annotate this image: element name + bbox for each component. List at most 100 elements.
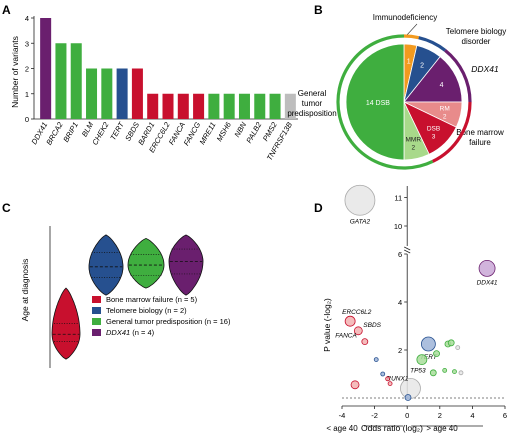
y-tick-label: 3: [25, 39, 29, 48]
scatter-point: [373, 357, 379, 363]
label-gtp-2: tumor: [302, 99, 323, 108]
label-telomere-2: disorder: [462, 37, 491, 46]
y-axis-label: P value (-log₂): [322, 298, 332, 352]
point-label: RUNX1: [386, 375, 408, 382]
y-tick-label: 4: [398, 298, 402, 307]
label-gtp-1: General: [298, 89, 327, 98]
label-ddx41: DDX41: [471, 64, 499, 74]
y-tick-label: 0: [25, 115, 29, 124]
y-tick-label: 2: [398, 346, 402, 355]
y-tick-label: 1: [25, 90, 29, 99]
outer-ring-segment: [444, 49, 472, 103]
donut-slice: [345, 43, 405, 161]
outer-ring-segment: [336, 34, 434, 170]
scatter-point: [385, 376, 391, 382]
donut-slice: [403, 56, 463, 103]
scatter-point: [458, 370, 464, 376]
panel-label-a: A: [2, 3, 11, 17]
donut-chart-panel-b: Immunodeficiency Telomere biology disord…: [287, 13, 506, 170]
bar: [40, 18, 52, 119]
legend-swatch: [92, 307, 101, 314]
legend-label: Bone marrow failure (n = 5): [106, 295, 198, 304]
point-label: GATA2: [350, 218, 371, 225]
legend-swatch: [92, 329, 101, 336]
x-tick-label: BRCA2: [44, 120, 65, 147]
scatter-point: [380, 371, 386, 377]
scatter-point: [455, 345, 461, 351]
axis-break-mark: [404, 249, 411, 254]
scatter-point: [361, 338, 369, 346]
annotation-under-40: < age 40: [326, 424, 358, 433]
scatter-point: [442, 367, 448, 373]
slice-label: RM: [440, 105, 450, 112]
point-label: SBDS: [363, 322, 381, 329]
x-tick-label: 4: [470, 411, 474, 420]
x-tick-label: 6: [503, 411, 507, 420]
bar: [177, 93, 189, 119]
point-label: ERCC6L2: [342, 309, 372, 316]
slice-label: 14 DSB: [366, 100, 390, 107]
legend-label: Telomere biology (n = 2): [106, 306, 187, 315]
point-label: FANCA: [335, 333, 357, 340]
label-bmf-2: failure: [469, 138, 491, 147]
label-telomere-1: Telomere biology: [446, 27, 506, 36]
scatter-point: [404, 394, 412, 401]
bar: [131, 68, 143, 119]
label-gtp-3: predisposition: [287, 109, 336, 118]
violin-body: [168, 234, 204, 296]
slice-label: DSB: [427, 126, 440, 133]
legend-swatch: [92, 318, 101, 325]
legend-label: General tumor predisposition (n = 16): [106, 317, 231, 326]
bar: [269, 93, 281, 119]
slice-label: 4: [440, 82, 444, 89]
x-tick-label: -2: [371, 411, 378, 420]
scatter-point: [433, 350, 440, 358]
panel-label-b: B: [314, 3, 323, 17]
y-tick-label: 2: [25, 65, 29, 74]
violin-body: [127, 237, 165, 289]
x-tick-label: PALB2: [244, 120, 264, 145]
outer-ring-segment: [431, 101, 472, 163]
scatter-point: [452, 369, 457, 375]
outer-ring-segment: [418, 36, 447, 52]
scatter-point: [447, 339, 455, 347]
legend-label: DDX41 (n = 4): [106, 328, 155, 337]
scatter-chart-panel-d: P value (-log₂) Odds ratio (log₂) < age …: [322, 184, 507, 433]
violin-body: [51, 287, 81, 360]
bar: [193, 93, 205, 119]
scatter-point: [420, 336, 436, 352]
slice-label: 2: [443, 113, 447, 120]
y-axis-label: Number of variants: [10, 36, 20, 108]
violin-chart-panel-c: Age at diagnosis Bone marrow failure (n …: [20, 226, 231, 368]
bar: [55, 43, 67, 119]
y-tick-label: 4: [25, 14, 29, 23]
outer-ring-segment: [403, 34, 420, 40]
y-axis-label: Age at diagnosis: [20, 259, 30, 322]
bar: [86, 68, 98, 119]
scatter-point: [387, 381, 393, 387]
bar: [101, 68, 113, 119]
annotation-over-40: > age 40: [426, 424, 458, 433]
x-tick-label: MSH6: [215, 120, 234, 143]
point-label: TP53: [410, 368, 426, 375]
bar: [70, 43, 82, 119]
panel-label-d: D: [314, 201, 323, 215]
axis-break-mark: [404, 246, 411, 251]
panel-label-c: C: [2, 201, 11, 215]
label-immunodeficiency: Immunodeficiency: [373, 13, 437, 22]
legend-swatch: [92, 296, 101, 303]
bar: [147, 93, 159, 119]
scatter-point: [478, 259, 496, 277]
slice-label: 3: [432, 134, 436, 141]
scatter-point: [344, 315, 356, 327]
bar: [162, 93, 174, 119]
slice-label: MMR: [406, 137, 422, 144]
bar: [238, 93, 250, 119]
y-tick-label: 11: [394, 193, 402, 202]
bar: [284, 93, 296, 119]
label-bmf-1: Bone marrow: [456, 128, 504, 137]
x-tick-label: CHEK2: [90, 120, 111, 147]
bar: [223, 93, 235, 119]
bar: [254, 93, 266, 119]
